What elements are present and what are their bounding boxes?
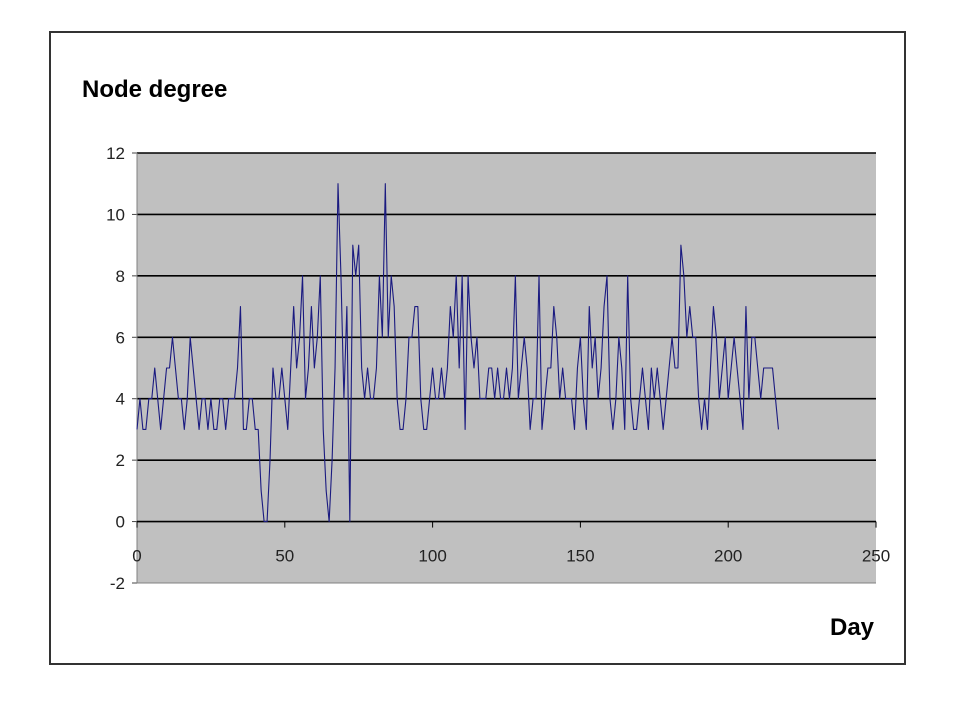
y-axis-title: Node degree xyxy=(82,76,228,103)
x-tick-label: 250 xyxy=(862,547,890,566)
x-tick-label: 100 xyxy=(418,547,446,566)
x-tick-label: 150 xyxy=(566,547,594,566)
x-tick-label: 200 xyxy=(714,547,742,566)
tick-labels: -2 0 2 4 6 8 10 12 0 50 100 150 200 250 xyxy=(106,144,890,593)
y-tick-label: 12 xyxy=(106,144,125,163)
y-tick-label: 4 xyxy=(116,390,125,409)
y-tick-label: -2 xyxy=(110,574,125,593)
x-axis-title: Day xyxy=(830,614,875,641)
y-tick-label: 8 xyxy=(116,267,125,286)
y-tick-label: 2 xyxy=(116,451,125,470)
y-tick-label: 10 xyxy=(106,205,125,224)
y-tick-label: 0 xyxy=(116,513,125,532)
series-line-0 xyxy=(136,183,779,523)
series-group xyxy=(136,183,779,523)
y-tick-label: 6 xyxy=(116,328,125,347)
x-tick-label: 50 xyxy=(275,547,294,566)
axes xyxy=(132,152,877,584)
x-tick-label: 0 xyxy=(132,547,141,566)
